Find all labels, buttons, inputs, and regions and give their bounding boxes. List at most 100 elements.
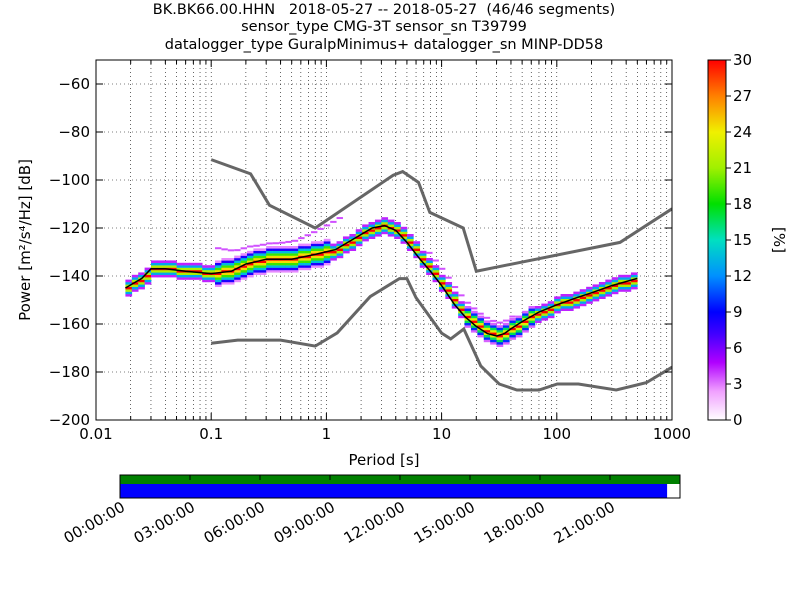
heatmap-cell bbox=[125, 286, 133, 290]
colorbar-tick-label: 6 bbox=[733, 339, 743, 357]
heatmap-cell bbox=[509, 337, 517, 340]
timeline-tick-label: 21:00:00 bbox=[551, 498, 618, 547]
heatmap-cell bbox=[502, 334, 510, 338]
heatmap-cell bbox=[374, 219, 382, 223]
heatmap-cell bbox=[278, 248, 286, 251]
heatmap-cell bbox=[202, 277, 209, 280]
heatmap-cell bbox=[400, 226, 408, 230]
heatmap-cell bbox=[170, 260, 177, 263]
heatmap-cell bbox=[490, 342, 497, 345]
heatmap-cell bbox=[496, 337, 504, 340]
heatmap-cell bbox=[618, 279, 625, 283]
heatmap-cell bbox=[298, 237, 305, 240]
heatmap-cell bbox=[221, 260, 229, 263]
heatmap-cell bbox=[246, 272, 254, 275]
heatmap-cell bbox=[470, 325, 478, 328]
heatmap-cell bbox=[266, 255, 273, 259]
heatmap-cell bbox=[285, 240, 292, 243]
heatmap-cell bbox=[272, 255, 280, 259]
heatmap-cell bbox=[566, 301, 574, 304]
grid-lines bbox=[96, 60, 672, 420]
y-axis: −200 −180 −160 −140 −120 −100 −80 −60 bbox=[49, 75, 672, 429]
heatmap-cell bbox=[419, 250, 427, 254]
heatmap-cell bbox=[624, 274, 632, 278]
heatmap-cell bbox=[528, 310, 536, 314]
heatmap-cell bbox=[522, 313, 529, 316]
heatmap-cell bbox=[323, 241, 331, 244]
heatmap-cell bbox=[381, 229, 389, 232]
heatmap-cell bbox=[310, 250, 318, 254]
heatmap-cell bbox=[426, 267, 433, 271]
heatmap-cell bbox=[182, 267, 190, 271]
heatmap-cell bbox=[170, 274, 177, 278]
heatmap-cell bbox=[138, 286, 145, 290]
heatmap-cell bbox=[406, 236, 414, 239]
heatmap-cell bbox=[477, 330, 485, 333]
heatmap-cell bbox=[298, 248, 305, 251]
heatmap-cell bbox=[298, 243, 305, 247]
heatmap-cell bbox=[394, 229, 401, 232]
heatmap-cell bbox=[272, 260, 280, 263]
heatmap-cell bbox=[490, 322, 497, 326]
heatmap-cell bbox=[176, 274, 184, 278]
heatmap-cell bbox=[618, 286, 625, 290]
heatmap-cell bbox=[291, 250, 299, 254]
heatmap-cell bbox=[438, 267, 446, 270]
heatmap-cell bbox=[573, 303, 581, 307]
heatmap-cell bbox=[330, 250, 337, 254]
heatmap-cell bbox=[477, 332, 485, 335]
heatmap-cell bbox=[342, 248, 350, 251]
heatmap-cell bbox=[502, 327, 510, 331]
heatmap-cell bbox=[464, 322, 472, 326]
heatmap-cell bbox=[515, 320, 523, 323]
heatmap-cell bbox=[349, 246, 357, 249]
heatmap-cell bbox=[342, 246, 350, 249]
heatmap-cell bbox=[502, 337, 510, 340]
heatmap-cell bbox=[355, 231, 363, 235]
heatmap-cell bbox=[419, 253, 427, 256]
heatmap-cell bbox=[234, 262, 241, 266]
heatmap-cell bbox=[458, 303, 465, 307]
heatmap-cell bbox=[317, 265, 325, 268]
heatmap-cell bbox=[131, 277, 139, 280]
heatmap-cell bbox=[438, 274, 446, 278]
heatmap-cell bbox=[176, 262, 184, 266]
heatmap-cell bbox=[195, 274, 203, 278]
heatmap-cell bbox=[157, 265, 165, 268]
heatmap-cell bbox=[298, 246, 305, 249]
heatmap-cell bbox=[362, 231, 369, 235]
heatmap-cell bbox=[451, 286, 459, 289]
heatmap-cell bbox=[170, 265, 177, 268]
heatmap-cell bbox=[522, 320, 529, 323]
heatmap-cell bbox=[298, 267, 305, 271]
heatmap-cell bbox=[227, 277, 235, 280]
heatmap-cell bbox=[202, 274, 209, 278]
heatmap-cell bbox=[131, 286, 139, 290]
heatmap-cell bbox=[560, 303, 568, 307]
heatmap-cell bbox=[362, 236, 369, 239]
heatmap-cell bbox=[509, 322, 517, 326]
heatmap-cell bbox=[342, 236, 350, 239]
heatmap-cell bbox=[336, 241, 344, 244]
heatmap-cell bbox=[624, 286, 632, 290]
heatmap-cell bbox=[125, 282, 133, 285]
heatmap-cell bbox=[176, 277, 184, 280]
heatmap-cell bbox=[227, 274, 235, 278]
heatmap-cell bbox=[534, 313, 542, 316]
heatmap-cell bbox=[323, 238, 331, 242]
heatmap-cell bbox=[266, 253, 273, 256]
heatmap-cell bbox=[496, 332, 504, 335]
heatmap-cell bbox=[317, 246, 325, 249]
heatmap-cell bbox=[451, 291, 459, 295]
heatmap-cell bbox=[387, 229, 395, 232]
heatmap-cell bbox=[579, 298, 587, 302]
heatmap-cell bbox=[317, 241, 325, 244]
heatmap-cell bbox=[278, 255, 286, 259]
heatmap-cell bbox=[323, 243, 331, 247]
heatmap-cell bbox=[278, 270, 286, 273]
heatmap-cell bbox=[605, 279, 613, 283]
heatmap-cell bbox=[131, 274, 139, 278]
heatmap-cell bbox=[182, 262, 190, 266]
heatmap-cell bbox=[547, 303, 555, 307]
x-tick-label: 10 bbox=[432, 425, 451, 443]
